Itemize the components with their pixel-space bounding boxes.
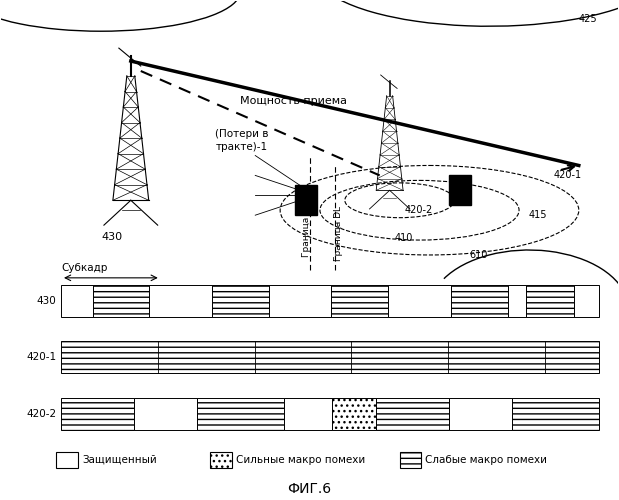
Text: (Потери в
тракте)-1: (Потери в тракте)-1 [215, 130, 269, 152]
Text: Граница DL: Граница DL [334, 206, 344, 260]
Text: 430: 430 [37, 296, 56, 306]
Text: 420-2: 420-2 [26, 409, 56, 419]
Bar [574, 285, 599, 316]
Bar [526, 285, 574, 316]
Text: 420-1: 420-1 [26, 352, 56, 362]
Bar [511, 398, 599, 430]
Bar [269, 285, 332, 316]
Text: Слабые макро помехи: Слабые макро помехи [425, 455, 547, 465]
Text: 430: 430 [101, 232, 122, 242]
Bar [197, 398, 284, 430]
Text: Мощность приема: Мощность приема [240, 96, 347, 106]
Bar [508, 285, 526, 316]
Bar [376, 398, 449, 430]
Text: 420-1: 420-1 [554, 170, 582, 180]
Bar [332, 285, 388, 316]
Text: 420-2: 420-2 [405, 205, 433, 215]
Bar [295, 186, 317, 215]
Bar [332, 398, 376, 430]
Bar [134, 398, 197, 430]
Bar [93, 285, 149, 316]
Text: 610: 610 [469, 250, 488, 260]
Text: 415: 415 [529, 210, 548, 220]
Bar [61, 285, 93, 316]
Bar [449, 398, 511, 430]
Text: Сильные макро помехи: Сильные макро помехи [236, 455, 366, 465]
Text: ФИГ.6: ФИГ.6 [287, 482, 331, 496]
Bar [388, 285, 451, 316]
Bar [451, 285, 508, 316]
Text: 410: 410 [395, 233, 413, 243]
Bar [210, 452, 232, 468]
Bar [61, 398, 134, 430]
Bar [61, 342, 599, 374]
Bar [400, 452, 422, 468]
Text: Граница UL: Граница UL [301, 203, 311, 258]
Bar [56, 452, 78, 468]
Bar [212, 285, 269, 316]
Text: 425: 425 [579, 14, 597, 24]
Bar [284, 398, 332, 430]
Bar [149, 285, 212, 316]
Bar [449, 176, 471, 205]
Text: Субкадр: Субкадр [61, 263, 108, 273]
Text: Защищенный: Защищенный [82, 455, 157, 465]
